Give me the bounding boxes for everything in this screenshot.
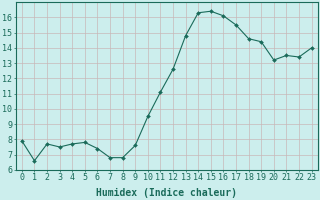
X-axis label: Humidex (Indice chaleur): Humidex (Indice chaleur): [96, 188, 237, 198]
